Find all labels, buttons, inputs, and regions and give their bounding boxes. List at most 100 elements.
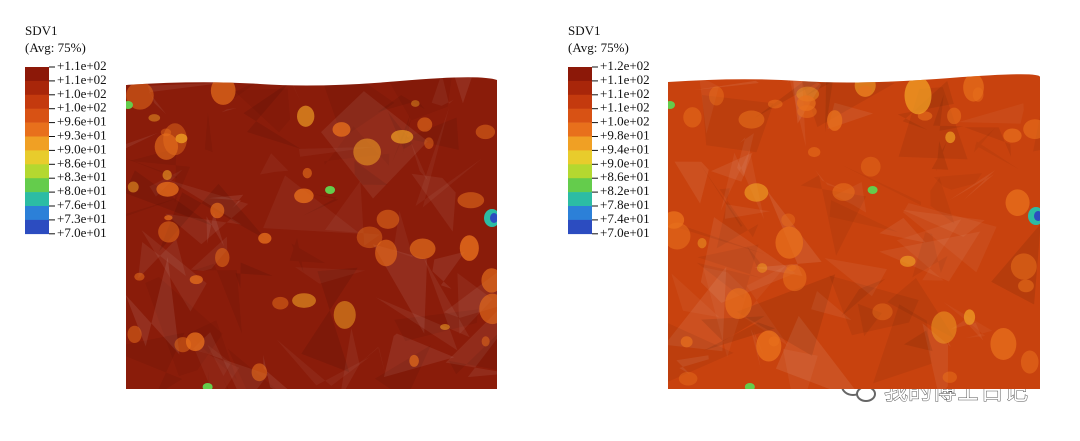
facet [159, 183, 267, 252]
facet [192, 263, 242, 334]
hot-spot [440, 323, 450, 331]
legend-label: +8.0e+01 [57, 183, 107, 198]
legend-label: +9.4e+01 [600, 141, 650, 156]
hot-spot [931, 311, 957, 344]
hot-spot [475, 124, 496, 140]
facet [432, 251, 465, 289]
facet [129, 147, 191, 203]
hot-spot [251, 363, 268, 382]
legend-label: +9.3e+01 [57, 127, 107, 142]
hot-spot [459, 235, 479, 261]
hot-spot [410, 100, 420, 107]
legend-label: +9.8e+01 [600, 127, 650, 142]
facet [387, 77, 452, 121]
legend-label: +7.3e+01 [57, 211, 107, 226]
hot-spot [302, 167, 312, 179]
hot-spot [1005, 189, 1030, 217]
legend-swatch [568, 206, 592, 221]
hot-spot [1003, 128, 1022, 143]
green-spot [744, 383, 755, 389]
hot-spot [1010, 253, 1037, 280]
hot-spot [162, 169, 172, 181]
hot-spot [356, 226, 383, 249]
legend-subtitle: (Avg: 75%) [25, 40, 86, 55]
legend-label: +1.1e+02 [600, 86, 650, 101]
facet [904, 330, 933, 352]
facet [208, 194, 244, 209]
facet [190, 236, 228, 271]
hot-spot [963, 309, 976, 325]
facet [702, 95, 774, 153]
facet [235, 262, 273, 289]
hot-spot [917, 111, 933, 121]
legend-label: +9.6e+01 [57, 114, 107, 129]
facet [448, 329, 497, 375]
legend-label: +7.0e+01 [57, 225, 107, 240]
facet [703, 322, 775, 351]
hot-spot [858, 85, 872, 97]
hot-spot [163, 123, 187, 156]
legend-label: +8.6e+01 [57, 155, 107, 170]
facet [678, 224, 767, 255]
facet [699, 162, 743, 227]
hot-spot [678, 371, 698, 386]
hot-spot [668, 211, 685, 229]
hot-spot [127, 325, 142, 343]
facet [682, 216, 729, 312]
facet [295, 267, 366, 284]
blue-spot [490, 213, 497, 223]
facet [879, 231, 981, 282]
legend-swatch [25, 219, 49, 235]
legend-title: SDV1 [25, 23, 58, 38]
legend-swatch [568, 136, 592, 151]
hot-spot [947, 107, 962, 125]
facet [207, 344, 232, 377]
hot-spot [210, 77, 236, 105]
legend-label: +7.8e+01 [600, 197, 650, 212]
facet [736, 274, 836, 356]
legend-label: +7.0e+01 [600, 225, 650, 240]
legend-swatch [568, 219, 592, 235]
facet [824, 258, 887, 297]
facet [933, 173, 983, 190]
facet [233, 88, 291, 133]
hot-spot [158, 221, 180, 243]
green-spot [126, 101, 133, 109]
legend-swatch [25, 136, 49, 151]
hot-spot [725, 288, 752, 319]
facet [700, 217, 796, 303]
hot-spot [680, 336, 693, 348]
facet [301, 267, 358, 373]
legend-label: +1.1e+02 [57, 72, 107, 87]
hot-spot [738, 110, 765, 129]
facet [431, 77, 455, 106]
hot-spot [292, 293, 316, 308]
facet [405, 117, 459, 150]
legend-title: SDV1 [568, 23, 601, 38]
facet [263, 354, 317, 389]
facet [141, 230, 207, 312]
hot-spot [134, 272, 145, 281]
hot-spot [333, 300, 356, 329]
facet [746, 245, 760, 271]
hot-spot [782, 264, 807, 292]
legend-swatch [568, 108, 592, 123]
legend-label: +9.0e+01 [57, 141, 107, 156]
facet [973, 128, 1020, 170]
facet [668, 266, 727, 352]
legend-label: +7.6e+01 [57, 197, 107, 212]
facet [811, 291, 852, 321]
legend-swatch [568, 67, 592, 82]
hot-spot [963, 74, 984, 102]
hot-spot [409, 238, 436, 260]
facet [372, 244, 428, 334]
facet [194, 348, 240, 389]
hot-spot [189, 275, 203, 285]
contour-panel: SDV1(Avg: 75%)+1.2e+02+1.1e+02+1.1e+02+1… [568, 23, 1040, 389]
legend-swatch [25, 80, 49, 96]
facet [339, 328, 360, 389]
hot-spot [457, 192, 485, 209]
facet [857, 303, 883, 337]
hot-spot [781, 213, 796, 227]
hot-spot [297, 105, 315, 127]
